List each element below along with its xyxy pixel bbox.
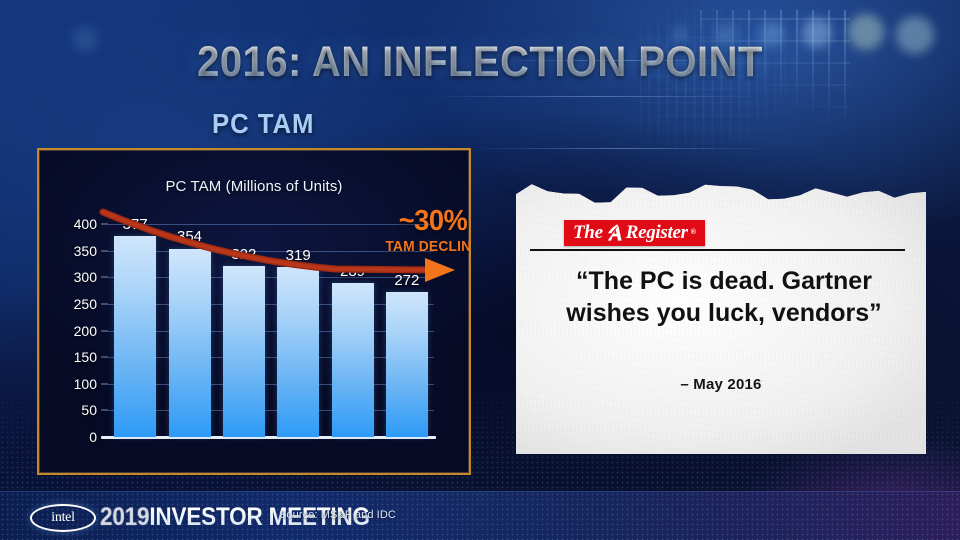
light-streak [470, 148, 770, 149]
gridline [108, 224, 434, 225]
trademark-icon: ® [690, 229, 696, 236]
bar-value-label: 272 [394, 272, 420, 290]
intel-logo: intel [30, 504, 96, 532]
light-streak [430, 96, 760, 97]
y-axis-tick [101, 356, 108, 358]
chart-panel: PC TAM (Millions of Units) 0 50 100 150 200 2… [37, 148, 471, 475]
footer-event-name: INVESTOR MEETING [149, 503, 370, 531]
footer-bar: intel 2019 INVESTOR MEETING Source: MS&F … [0, 491, 960, 540]
bar-value-label: 319 [285, 247, 311, 265]
gridline [108, 330, 434, 332]
y-axis-tick [101, 250, 108, 252]
bokeh-dot [896, 16, 934, 54]
bar [277, 267, 320, 437]
y-axis-label: 250 [73, 295, 97, 312]
y-axis-tick [101, 276, 108, 278]
y-axis-tick [101, 330, 108, 331]
bar [222, 265, 265, 437]
y-axis-label: 350 [73, 242, 97, 259]
bokeh-dot [716, 24, 736, 44]
y-axis-label: 200 [73, 322, 97, 339]
bar [385, 292, 428, 437]
y-axis-tick [101, 409, 108, 411]
y-axis-label: 150 [73, 349, 97, 366]
logo-word-register: Register [625, 222, 688, 243]
bokeh-dot [802, 18, 832, 48]
intel-wordmark: intel [51, 510, 75, 525]
section-subtitle: PC TAM [212, 108, 315, 139]
gridline [108, 277, 434, 279]
circuit-texture-highlight [700, 10, 850, 130]
bokeh-dot [760, 22, 784, 46]
quote-card: The Register ® “The PC is dead. Gartner … [516, 178, 926, 454]
the-register-logo: The Register ® [564, 220, 705, 246]
bokeh-dot [848, 14, 884, 50]
decline-annotation: ~30% TAM DECLINE [379, 205, 471, 255]
bar [331, 283, 374, 437]
gridline [108, 303, 434, 305]
gridline [108, 383, 434, 385]
logo-divider [530, 249, 905, 251]
y-axis-label: 300 [73, 269, 97, 286]
footer-year: 2019 [100, 503, 150, 531]
y-axis-label: 400 [73, 216, 97, 232]
footer-texture [0, 492, 960, 540]
gridline [108, 250, 434, 252]
gridline [108, 357, 434, 359]
y-axis-label: 100 [73, 375, 97, 392]
page-title: 2016: AN INFLECTION POINT [34, 38, 927, 87]
decline-headline: ~30% [398, 205, 468, 237]
y-axis-tick [101, 383, 108, 385]
y-axis-tick [101, 303, 108, 305]
footer-event-title: 2019 INVESTOR MEETING [100, 503, 370, 532]
y-axis-tick [101, 223, 108, 225]
y-axis-label: 50 [81, 402, 97, 419]
decline-sublabel: TAM DECLINE [385, 237, 471, 255]
decline-arrow-icon [99, 208, 455, 282]
bar [168, 248, 211, 437]
bokeh-dot [672, 26, 688, 42]
bar [114, 236, 157, 437]
light-streak [500, 60, 750, 61]
quote-text: “The PC is dead. Gartner wishes you luck… [566, 267, 882, 327]
gridline [108, 410, 434, 412]
quote-attribution: – May 2016 [680, 376, 762, 393]
x-axis-line [101, 436, 436, 439]
bokeh-dot [72, 26, 98, 52]
y-axis-label: 0 [89, 429, 97, 445]
chart-title: PC TAM (Millions of Units) [165, 178, 343, 195]
logo-word-the: The [573, 222, 603, 243]
register-a-mark-icon [606, 223, 623, 242]
source-note: Source: MS&F and IDC [279, 509, 396, 521]
